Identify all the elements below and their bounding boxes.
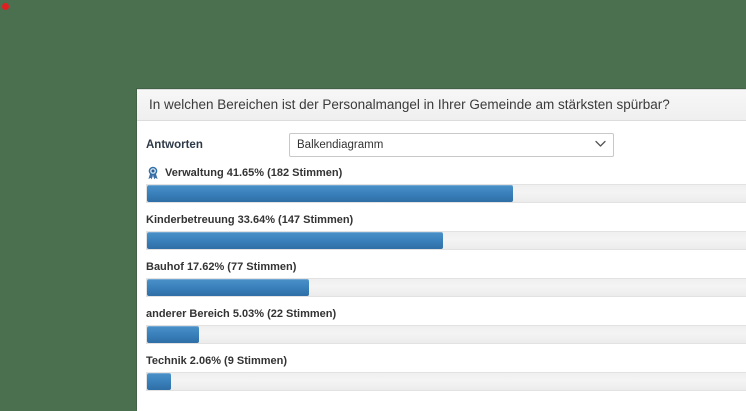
poll-results-bars: Verwaltung 41.65% (182 Stimmen) Kinderbet…: [137, 157, 746, 391]
bar-label-row: Kinderbetreuung 33.64% (147 Stimmen): [146, 213, 746, 227]
bar-label-row: Verwaltung 41.65% (182 Stimmen): [146, 166, 746, 180]
chart-type-select-wrapper[interactable]: Balkendiagramm: [289, 133, 614, 157]
bar-row: anderer Bereich 5.03% (22 Stimmen): [146, 307, 746, 344]
bar-fill: [147, 232, 443, 249]
bar-label-text: Technik 2.06% (9 Stimmen): [146, 355, 288, 367]
cursor-dot: [2, 3, 9, 10]
bar-label-row: Technik 2.06% (9 Stimmen): [146, 354, 746, 368]
bar-label-row: Bauhof 17.62% (77 Stimmen): [146, 260, 746, 274]
bar-track: [146, 231, 746, 250]
bar-label-text: Verwaltung 41.65% (182 Stimmen): [165, 167, 343, 179]
bar-row: Technik 2.06% (9 Stimmen): [146, 354, 746, 391]
poll-header: In welchen Bereichen ist der Personalman…: [137, 89, 746, 121]
bar-label-text: Bauhof 17.62% (77 Stimmen): [146, 261, 297, 273]
bar-fill: [147, 326, 199, 343]
answers-label: Antworten: [146, 139, 203, 151]
bar-fill: [147, 279, 309, 296]
bar-label-text: Kinderbetreuung 33.64% (147 Stimmen): [146, 214, 354, 226]
medal-icon: [146, 166, 160, 180]
poll-panel: In welchen Bereichen ist der Personalman…: [137, 89, 746, 411]
bar-row: Bauhof 17.62% (77 Stimmen): [146, 260, 746, 297]
bar-fill: [147, 373, 171, 390]
chart-type-select[interactable]: Balkendiagramm: [289, 133, 614, 157]
poll-question: In welchen Bereichen ist der Personalman…: [149, 97, 670, 113]
bar-fill: [147, 185, 513, 202]
bar-label-text: anderer Bereich 5.03% (22 Stimmen): [146, 308, 337, 320]
bar-track: [146, 184, 746, 203]
bar-track: [146, 372, 746, 391]
bar-track: [146, 278, 746, 297]
bar-label-row: anderer Bereich 5.03% (22 Stimmen): [146, 307, 746, 321]
answers-selector-row: Antworten Balkendiagramm: [137, 121, 746, 157]
bar-track: [146, 325, 746, 344]
bar-row: Kinderbetreuung 33.64% (147 Stimmen): [146, 213, 746, 250]
bar-row: Verwaltung 41.65% (182 Stimmen): [146, 166, 746, 203]
